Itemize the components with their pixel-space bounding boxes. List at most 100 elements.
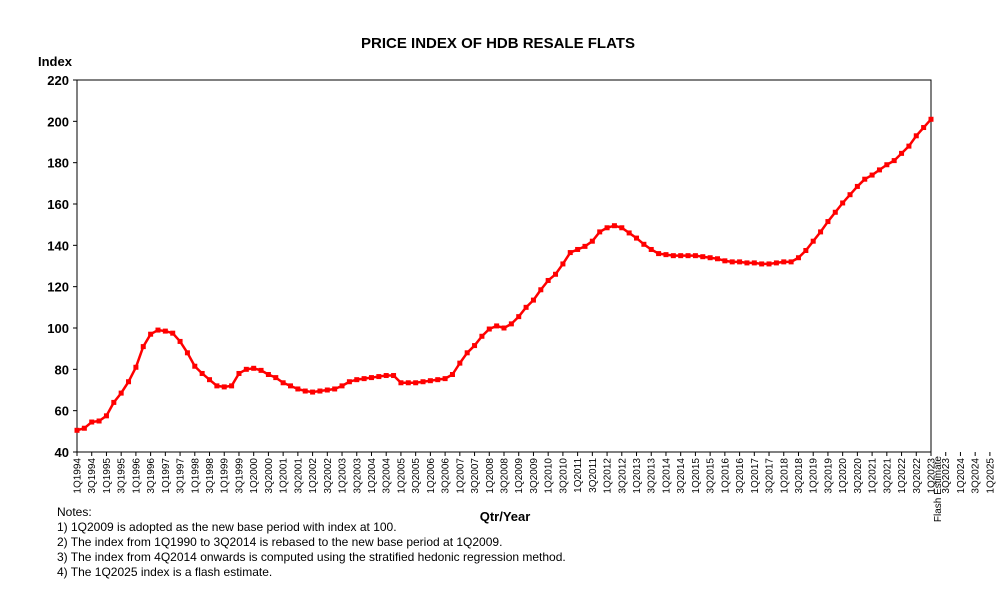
x-tick-label: 3Q2001 — [293, 458, 304, 494]
data-point — [302, 388, 308, 394]
y-tick-label: 60 — [55, 404, 69, 419]
data-point — [641, 241, 647, 247]
data-point — [928, 116, 934, 122]
data-point — [420, 379, 426, 385]
data-point — [560, 261, 566, 267]
data-point — [788, 259, 794, 265]
x-tick-label: 1Q1998 — [190, 458, 201, 494]
x-tick-label: 3Q2004 — [382, 458, 393, 494]
data-point — [516, 314, 522, 320]
data-point — [700, 254, 706, 260]
data-point — [545, 277, 551, 283]
x-tick-label: 1Q2001 — [279, 458, 290, 494]
y-tick-label: 160 — [47, 197, 69, 212]
data-point — [199, 370, 205, 376]
data-point — [391, 373, 397, 379]
x-tick-label: 1Q2005 — [396, 458, 407, 494]
data-point — [884, 162, 890, 168]
data-point — [251, 365, 257, 371]
x-tick-label: 1Q2024 — [956, 458, 967, 494]
data-point — [442, 376, 448, 382]
data-point — [346, 379, 352, 385]
y-tick-label: 140 — [47, 238, 69, 253]
x-tick-label: 1Q2014 — [661, 458, 672, 494]
x-tick-label: 3Q2012 — [617, 458, 628, 494]
x-tick-label: 3Q2009 — [529, 458, 540, 494]
x-tick-label: 1Q2007 — [455, 458, 466, 494]
y-tick-label: 80 — [55, 362, 69, 377]
x-tick-label: 3Q2010 — [558, 458, 569, 494]
data-point — [155, 327, 161, 333]
x-tick-label: 1Q2002 — [308, 458, 319, 494]
data-point — [670, 253, 676, 259]
plot-area-frame — [76, 79, 932, 453]
data-point — [553, 271, 559, 277]
data-point — [295, 386, 301, 392]
x-tick-label: 1Q2008 — [485, 458, 496, 494]
x-tick-label: 3Q1996 — [146, 458, 157, 494]
x-tick-label: 3Q2015 — [706, 458, 717, 494]
x-tick-label: 3Q2011 — [588, 458, 599, 493]
data-point — [280, 380, 286, 386]
x-tick-label: 3Q2021 — [882, 458, 893, 494]
data-point — [803, 248, 809, 253]
data-point — [678, 253, 684, 259]
data-point — [634, 235, 640, 241]
data-point — [398, 380, 404, 386]
data-point — [339, 383, 345, 389]
data-point — [310, 389, 316, 395]
data-point — [89, 419, 95, 425]
x-tick-label: 3Q2024 — [971, 458, 982, 494]
data-point — [604, 225, 610, 231]
x-tick-label: 3Q2002 — [323, 458, 334, 494]
x-tick-label: 1Q2016 — [720, 458, 731, 494]
data-point — [494, 323, 500, 329]
data-point — [921, 125, 927, 131]
x-tick-label: 3Q2007 — [470, 458, 481, 494]
data-point — [486, 326, 492, 332]
data-point — [501, 325, 507, 331]
x-tick-label: 3Q2018 — [794, 458, 805, 494]
x-tick-label: 1Q2003 — [338, 458, 349, 494]
data-point — [508, 321, 514, 327]
x-tick-label: 3Q1997 — [176, 458, 187, 494]
data-point — [472, 343, 478, 349]
data-point — [288, 383, 293, 389]
data-point — [737, 259, 743, 265]
x-tick-label: 1Q2017 — [750, 458, 761, 494]
data-point — [530, 297, 536, 303]
data-point — [876, 167, 882, 173]
data-point — [479, 333, 485, 339]
note-item-2: 2) The index from 1Q1990 to 3Q2014 is re… — [57, 535, 503, 549]
series-line — [76, 118, 932, 432]
data-point — [354, 377, 360, 383]
x-tick-label: 1Q2000 — [249, 458, 260, 494]
data-point — [685, 253, 691, 259]
data-point — [273, 375, 279, 381]
x-tick-label: 3Q2019 — [823, 458, 834, 494]
y-axis-ticks: 40 60 80 100 120 140 160 180 200 220 — [47, 73, 77, 460]
data-point — [111, 399, 117, 405]
x-tick-label: 1Q2023 — [927, 458, 938, 494]
x-tick-label: 1Q2018 — [779, 458, 790, 494]
x-axis-ticks: 1Q1994 3Q1994 1Q1995 3Q1995 1Q1996 3Q1996 1Q19… — [73, 452, 996, 494]
x-tick-label: 1Q2012 — [603, 458, 614, 494]
data-point — [133, 364, 139, 370]
data-point — [840, 200, 846, 206]
data-point — [383, 373, 389, 379]
data-point — [707, 255, 713, 261]
y-tick-label: 220 — [47, 73, 69, 88]
data-point — [317, 388, 323, 394]
x-tick-label: 1Q2010 — [544, 458, 555, 494]
data-point — [567, 250, 573, 256]
data-point — [523, 304, 529, 310]
data-point — [795, 255, 801, 261]
data-point — [715, 256, 720, 262]
data-point — [324, 387, 330, 393]
data-point — [162, 328, 168, 334]
x-tick-label: 1Q1997 — [161, 458, 172, 494]
x-axis-label: Qtr/Year — [480, 509, 531, 524]
data-point — [103, 413, 109, 419]
data-point — [656, 251, 662, 257]
